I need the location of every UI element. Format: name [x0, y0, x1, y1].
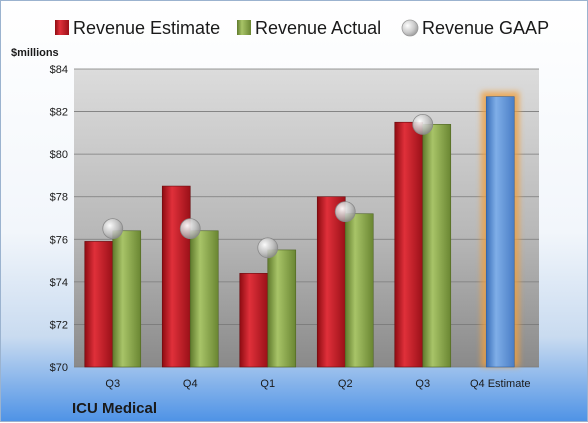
- bar-revenue-estimate: [316, 196, 346, 368]
- marker-revenue-gaap: [334, 201, 356, 223]
- legend: Revenue Estimate Revenue Actual Revenue …: [55, 18, 549, 38]
- gridlines: [74, 68, 539, 368]
- bars: [84, 91, 520, 368]
- bar-revenue-estimate: [161, 185, 191, 368]
- bar-revenue-estimate: [394, 121, 424, 368]
- bar-revenue-estimate: [239, 273, 269, 368]
- x-tick-label: Q3: [105, 378, 120, 390]
- x-tick-label: Q4 Estimate: [470, 378, 531, 390]
- unit-label: $millions: [11, 47, 59, 59]
- y-tick-label: $78: [50, 192, 68, 204]
- y-tick-label: $82: [50, 107, 68, 119]
- x-tick-label: Q1: [260, 378, 275, 390]
- y-tick-label: $80: [50, 149, 68, 161]
- bar-revenue-actual: [344, 213, 374, 368]
- bar-revenue-estimate: [84, 241, 114, 368]
- marker-revenue-gaap: [257, 237, 279, 259]
- bar-revenue-actual: [422, 124, 452, 368]
- marker-revenue-gaap: [412, 113, 434, 135]
- legend-label-revenue-gaap: Revenue GAAP: [422, 18, 549, 38]
- legend-label-revenue-estimate: Revenue Estimate: [73, 18, 220, 38]
- plot-area: [74, 69, 539, 367]
- legend-swatch-revenue-actual: [237, 20, 251, 35]
- legend-marker-revenue-gaap: [401, 19, 419, 37]
- bar-revenue-actual: [112, 230, 142, 368]
- bar-q4-estimate: [485, 96, 515, 368]
- y-tick-label: $72: [50, 319, 68, 331]
- x-tick-label: Q4: [183, 378, 198, 390]
- x-axis-ticks: Q3 Q4 Q1 Q2 Q3 Q4 Estimate: [105, 378, 530, 390]
- company-name: ICU Medical: [72, 400, 157, 417]
- x-tick-label: Q2: [338, 378, 353, 390]
- y-tick-label: $76: [50, 234, 68, 246]
- x-tick-label: Q3: [415, 378, 430, 390]
- marker-revenue-gaap: [102, 218, 124, 240]
- legend-swatch-revenue-estimate: [55, 20, 69, 35]
- bar-revenue-actual: [267, 249, 297, 368]
- y-tick-label: $74: [50, 277, 68, 289]
- y-tick-label: $70: [50, 362, 68, 374]
- y-axis-ticks: $70 $72 $74 $76 $78 $80 $82 $84: [50, 64, 68, 374]
- y-tick-label: $84: [50, 64, 68, 76]
- marker-revenue-gaap: [179, 218, 201, 240]
- bar-revenue-actual: [189, 230, 219, 368]
- legend-label-revenue-actual: Revenue Actual: [255, 18, 381, 38]
